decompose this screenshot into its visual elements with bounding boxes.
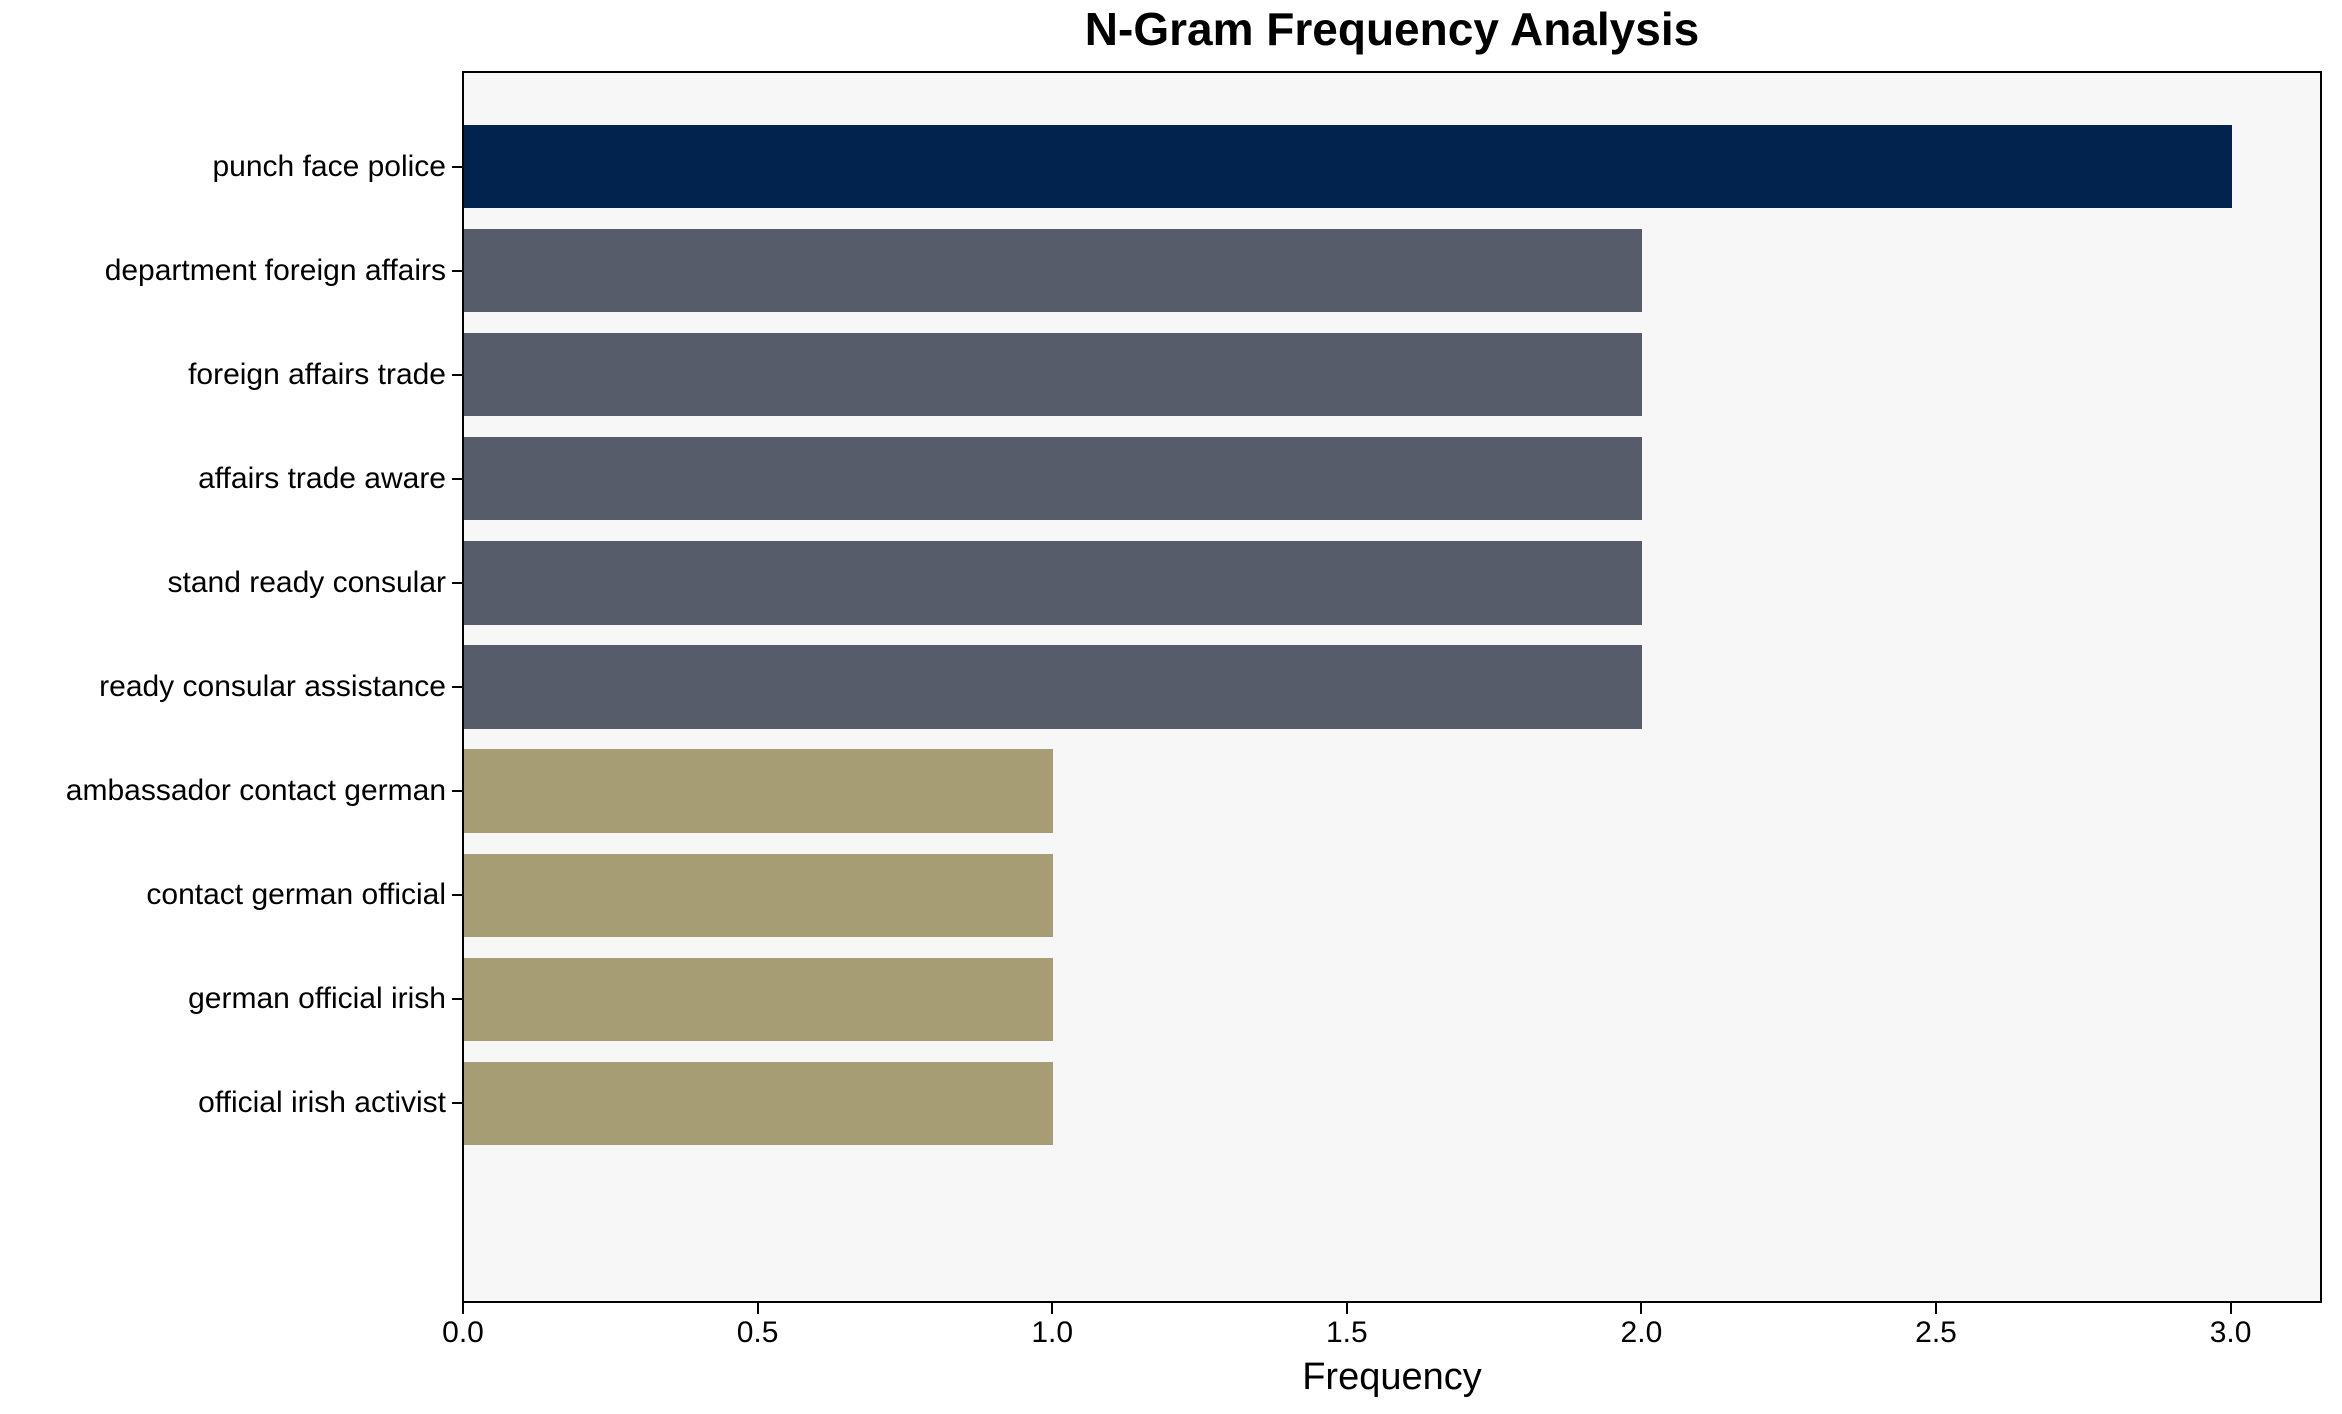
x-tick-label: 2.0 [1620,1316,1663,1349]
y-tick-label: stand ready consular [167,565,447,599]
x-tick [1345,1303,1348,1314]
bar-stand-ready-consular [464,541,1643,625]
y-tick [452,686,462,688]
y-tick [452,998,462,1001]
y-tick [452,894,462,897]
x-tick [1935,1303,1938,1314]
y-tick-label: foreign affairs trade [188,357,446,391]
x-axis-label: Frequency [1302,1356,1482,1398]
bar-german-official-irish [464,957,1054,1041]
bar-contact-german-official [464,853,1054,937]
bar-punch-face-police [464,125,2232,209]
x-tick [1051,1303,1054,1314]
x-tick [756,1303,759,1314]
plot-area [462,71,2322,1303]
x-tick-label: 0.5 [736,1316,779,1349]
y-tick [452,1102,462,1105]
y-tick-label: official irish activist [198,1086,446,1120]
bar-affairs-trade-aware [464,437,1643,521]
x-tick-label: 0.0 [442,1316,484,1349]
x-tick-label: 3.0 [2209,1316,2252,1349]
y-tick-label: ambassador contact german [65,774,446,808]
y-tick [452,269,462,272]
chart-title: N-Gram Frequency Analysis [1084,3,1700,55]
y-tick-label: contact german official [146,878,446,912]
x-tick-label: 2.5 [1915,1316,1957,1349]
bar-official-irish-activist [464,1061,1054,1145]
y-tick [452,581,462,584]
y-tick [452,477,462,480]
x-tick [2229,1303,2232,1314]
y-tick-label: punch face police [212,149,447,183]
x-tick-label: 1.0 [1031,1316,1074,1349]
x-tick [1640,1303,1643,1314]
y-tick [452,373,462,376]
y-tick-label: german official irish [188,982,446,1016]
y-tick-label: ready consular assistance [99,670,446,703]
bar-ambassador-contact-german [464,749,1054,833]
y-tick [452,165,462,168]
x-tick-label: 1.5 [1325,1316,1368,1349]
x-tick [462,1303,464,1314]
bar-ready-consular-assistance [464,645,1643,729]
y-tick [452,790,462,793]
bar-foreign-affairs-trade [464,333,1643,417]
bar-department-foreign-affairs [464,229,1643,313]
y-tick-label: affairs trade aware [198,461,446,495]
y-tick-label: department foreign affairs [104,253,446,287]
